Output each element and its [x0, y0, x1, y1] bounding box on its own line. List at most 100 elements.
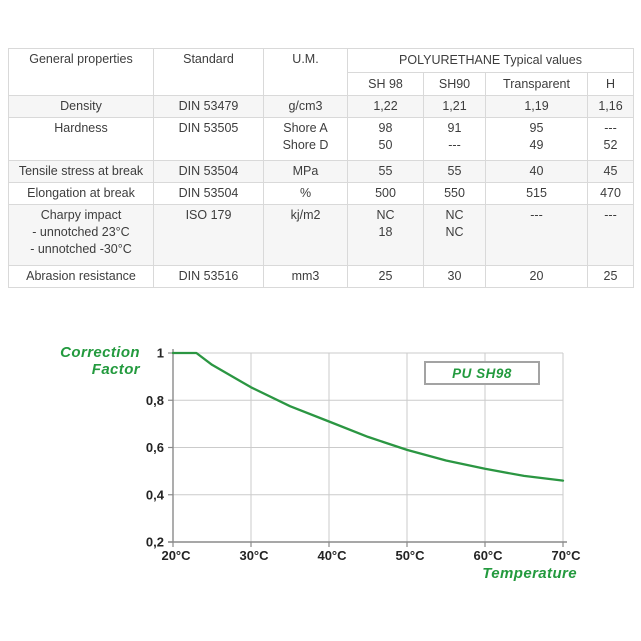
cell-line: 1,21: [442, 99, 467, 113]
value-cell: --- 52: [587, 117, 634, 161]
table-row: Elongation at break DIN 53504% 500 550 515 47…: [8, 182, 634, 205]
property-cell: Charpy impact - unnotched 23°C - unnotched…: [8, 204, 154, 266]
cell-line: 25: [603, 269, 618, 283]
cell-line: 55: [378, 164, 393, 178]
cell-line: Shore D: [282, 138, 329, 152]
cell-line: 18: [378, 225, 393, 239]
cell-line: 40: [529, 164, 544, 178]
correction-factor-chart: 1 0,8 0,6 0,4 0,220°C 30°C 40°C 50°C 60°C 70°C: [146, 346, 581, 564]
property-cell: Hardness: [8, 117, 154, 161]
header-subcol-h: H: [587, 72, 634, 96]
value-cell: 25: [587, 265, 634, 288]
um-cell: mm3: [263, 265, 348, 288]
y-tick-label: 0,2: [146, 535, 164, 550]
cell-line: 20: [529, 269, 544, 283]
cell-line: Abrasion resistance: [26, 269, 136, 283]
cell-line: 45: [603, 164, 618, 178]
y-axis-label-line2: Factor: [91, 361, 140, 378]
table-row: Tensile stress at break DIN 53504 MPa 55 55 4…: [8, 160, 634, 183]
value-cell: 1,19: [485, 95, 588, 118]
cell-line: Elongation at break: [27, 186, 135, 200]
table-row: Density DIN 53479 g/cm3 1,22 1,21 1,19 1,16: [8, 95, 634, 118]
cell-line: - unnotched -30°C: [30, 242, 132, 256]
cell-line: 98: [378, 121, 393, 135]
cell-line: 470: [600, 186, 621, 200]
chart-y-axis-label: Correction Factor: [20, 344, 140, 378]
value-cell: 470: [587, 182, 634, 205]
cell-line: 91: [447, 121, 462, 135]
header-general-properties: General properties: [8, 48, 154, 96]
value-cell: 500: [347, 182, 424, 205]
cell-line: 515: [526, 186, 547, 200]
standard-cell: DIN 53479: [153, 95, 264, 118]
cell-line: 30: [447, 269, 462, 283]
cell-line: MPa: [292, 164, 319, 178]
table-body: Density DIN 53479 g/cm3 1,22 1,21 1,19 1,16 Har…: [8, 95, 634, 288]
cell-line: 55: [447, 164, 462, 178]
cell-line: ---: [604, 121, 617, 135]
cell-line: Tensile stress at break: [18, 164, 144, 178]
standard-cell: DIN 53505: [153, 117, 264, 161]
cell-line: 550: [444, 186, 465, 200]
cell-line: DIN 53504: [178, 186, 239, 200]
value-cell: 1,21: [423, 95, 486, 118]
standard-cell: DIN 53504: [153, 160, 264, 183]
value-cell: 55: [347, 160, 424, 183]
cell-line: 1,19: [524, 99, 549, 113]
cell-line: mm3: [291, 269, 320, 283]
um-cell: %: [263, 182, 348, 205]
y-tick-label: 1: [157, 346, 164, 361]
x-tick-label: 30°C: [239, 548, 269, 563]
header-subcol-sh90: SH90: [423, 72, 486, 96]
um-cell: Shore A Shore D: [263, 117, 348, 161]
cell-line: 95: [529, 121, 544, 135]
cell-line: DIN 53479: [178, 99, 239, 113]
y-tick-label: 0,8: [146, 393, 164, 408]
um-cell: MPa: [263, 160, 348, 183]
cell-line: 50: [378, 138, 393, 152]
x-tick-label: 70°C: [551, 548, 581, 563]
header-standard: Standard: [153, 48, 264, 96]
cell-line: 1,16: [598, 99, 623, 113]
cell-line: NC: [445, 225, 464, 239]
cell-line: DIN 53504: [178, 164, 239, 178]
table-row: Charpy impact - unnotched 23°C - unnotched…: [8, 204, 634, 266]
legend-series-label: PU SH98: [452, 365, 512, 381]
cell-line: 52: [603, 138, 618, 152]
y-axis-label-line1: Correction: [60, 344, 140, 361]
value-cell: ---: [485, 204, 588, 266]
property-cell: Tensile stress at break: [8, 160, 154, 183]
chart-x-axis-label: Temperature: [482, 565, 577, 582]
cell-line: 1,22: [373, 99, 398, 113]
value-cell: 98 50: [347, 117, 424, 161]
value-cell: 30: [423, 265, 486, 288]
x-tick-label: 50°C: [395, 548, 425, 563]
cell-line: NC: [376, 208, 395, 222]
cell-line: g/cm3: [288, 99, 323, 113]
cell-line: - unnotched 23°C: [32, 225, 130, 239]
header-subcol-transparent: Transparent: [485, 72, 588, 96]
value-cell: 20: [485, 265, 588, 288]
cell-line: ---: [448, 138, 461, 152]
standard-cell: ISO 179: [153, 204, 264, 266]
value-cell: NC 18: [347, 204, 424, 266]
series-line-pu-sh98: [171, 351, 565, 482]
cell-line: NC: [445, 208, 464, 222]
value-cell: NC NC: [423, 204, 486, 266]
value-cell: 95 49: [485, 117, 588, 161]
header-subcolumns-row: SH 98 SH90 Transparent H: [9, 72, 634, 96]
x-tick-label: 20°C: [161, 548, 191, 563]
table-row: Hardness DIN 53505 Shore A Shore D 98 50 91 ---…: [8, 117, 634, 161]
cell-line: Density: [60, 99, 102, 113]
value-cell: 1,22: [347, 95, 424, 118]
value-cell: ---: [587, 204, 634, 266]
standard-cell: DIN 53504: [153, 182, 264, 205]
value-cell: 550: [423, 182, 486, 205]
cell-line: 500: [375, 186, 396, 200]
y-tick-label: 0,6: [146, 440, 164, 455]
header-subcol-sh98: SH 98: [347, 72, 424, 96]
property-cell: Density: [8, 95, 154, 118]
property-cell: Elongation at break: [8, 182, 154, 205]
um-cell: kj/m2: [263, 204, 348, 266]
